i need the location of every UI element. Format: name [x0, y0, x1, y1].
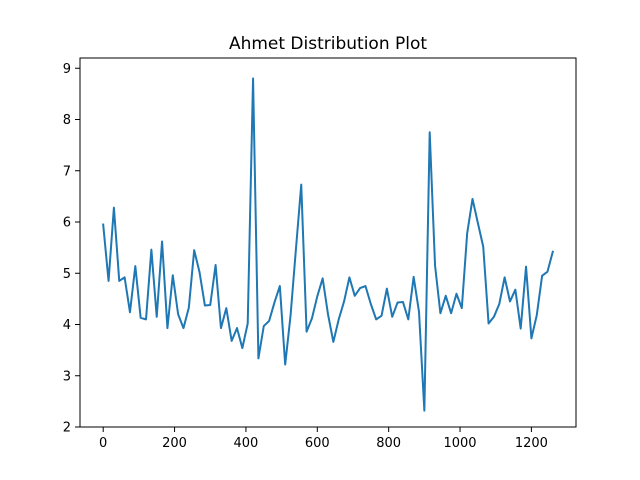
y-tick-label: 2 [63, 421, 71, 436]
axes-frame [79, 57, 577, 428]
y-axis: 2 3 4 5 6 7 8 9 [63, 62, 80, 436]
y-tick-label: 9 [63, 62, 71, 77]
y-tick-label: 6 [63, 216, 71, 231]
x-tick-label: 0 [99, 436, 107, 451]
x-tick-label: 400 [234, 436, 259, 451]
x-tick-label: 200 [162, 436, 187, 451]
chart-title: Ahmet Distribution Plot [229, 34, 427, 54]
x-axis: 0 200 400 600 800 1000 1200 [99, 427, 548, 451]
y-tick-label: 5 [63, 267, 71, 282]
plot-area [102, 77, 555, 412]
y-tick-label: 8 [63, 113, 71, 128]
y-tick-label: 4 [63, 318, 71, 333]
y-tick-label: 7 [63, 164, 71, 179]
x-tick-label: 1000 [443, 436, 476, 451]
y-tick-label: 3 [63, 369, 71, 384]
x-tick-label: 1200 [515, 436, 548, 451]
series-line [102, 77, 555, 412]
x-tick-label: 600 [305, 436, 330, 451]
x-tick-label: 800 [376, 436, 401, 451]
